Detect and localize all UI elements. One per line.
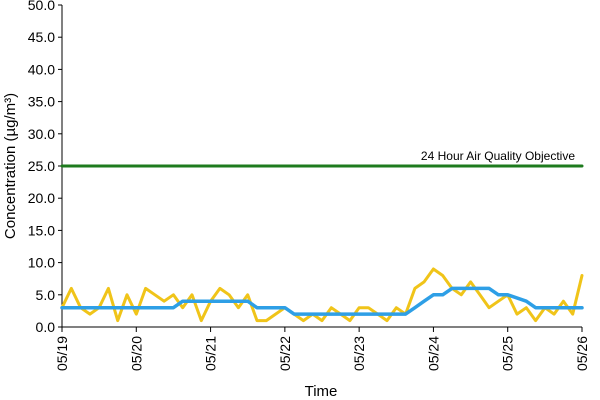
x-tick-label: 05/20 [128, 336, 144, 371]
x-tick-label: 05/22 [277, 336, 293, 371]
y-tick-label: 10.0 [28, 255, 55, 271]
y-tick-marks [58, 4, 62, 328]
y-tick-label: 0.0 [36, 319, 56, 335]
objective-annotation: 24 Hour Air Quality Objective [421, 149, 575, 163]
y-tick-label: 50.0 [28, 0, 55, 13]
y-axis-title: Concentration (µg/m³) [2, 93, 19, 239]
x-tick-label: 05/23 [351, 336, 367, 371]
y-tick-label: 40.0 [28, 61, 55, 77]
series-layer [60, 164, 584, 323]
x-axis-title: Time [305, 383, 338, 400]
x-tick-marks [61, 327, 583, 332]
x-tick-label: 05/26 [574, 336, 590, 371]
y-tick-label: 35.0 [28, 94, 55, 110]
x-tick-labels: 05/19 05/20 05/21 05/22 05/23 05/24 05/25 05/26 [54, 336, 590, 371]
y-tick-label: 5.0 [36, 287, 56, 303]
y-tick-label: 20.0 [28, 190, 55, 206]
x-tick-label: 05/19 [54, 336, 70, 371]
x-tick-label: 05/21 [203, 336, 219, 371]
y-tick-label: 25.0 [28, 158, 55, 174]
y-tick-label: 15.0 [28, 222, 55, 238]
y-tick-label: 30.0 [28, 126, 55, 142]
blue-average-line [60, 286, 584, 316]
yellow-concentration-line [60, 267, 584, 323]
y-tick-label: 45.0 [28, 29, 55, 45]
y-tick-labels: 0.0 5.0 10.0 15.0 20.0 25.0 30.0 35.0 40.0 45.0 50… [28, 0, 55, 335]
x-tick-label: 05/25 [500, 336, 516, 371]
x-tick-label: 05/24 [425, 336, 441, 371]
